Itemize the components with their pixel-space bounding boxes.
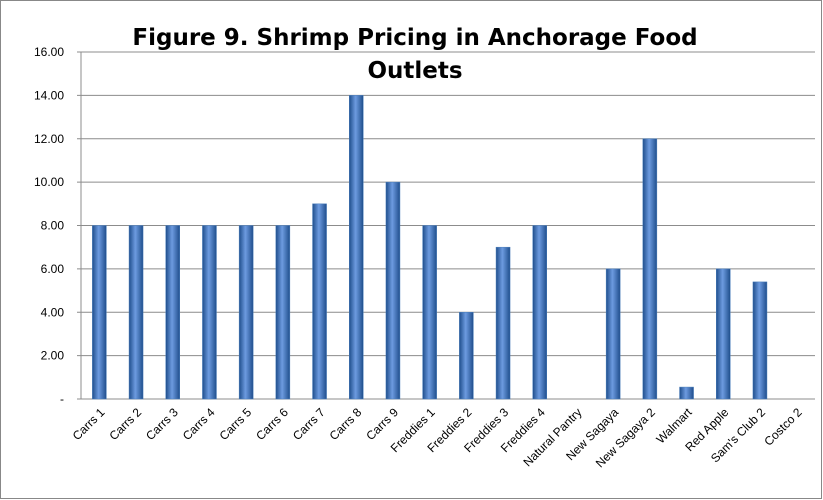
bar [275, 225, 291, 400]
y-tick-label: 8.00 [41, 219, 65, 233]
bar [495, 246, 511, 400]
chart-title: Figure 9. Shrimp Pricing in Anchorage Fo… [132, 25, 698, 84]
bar [385, 181, 401, 400]
y-tick-label: 16.00 [34, 45, 64, 59]
bar [92, 225, 107, 400]
y-tick-label: 6.00 [41, 262, 65, 276]
y-tick-label: - [60, 392, 64, 406]
bar [532, 225, 547, 400]
bar [238, 225, 254, 400]
bar [716, 268, 731, 400]
bar [422, 225, 437, 400]
y-tick-label: 4.00 [41, 305, 65, 319]
bar [165, 225, 180, 400]
bar [349, 95, 364, 400]
y-tick-label: 12.00 [34, 132, 64, 146]
y-tick-label: 2.00 [41, 349, 65, 363]
y-tick-label: 14.00 [34, 88, 64, 102]
bar [642, 138, 658, 400]
bar [679, 386, 694, 400]
bar [752, 281, 768, 400]
y-tick-label: 10.00 [34, 175, 64, 189]
bar [128, 225, 144, 400]
bar [605, 268, 621, 400]
bar [202, 225, 217, 400]
bar [459, 312, 474, 400]
bar [312, 203, 327, 400]
